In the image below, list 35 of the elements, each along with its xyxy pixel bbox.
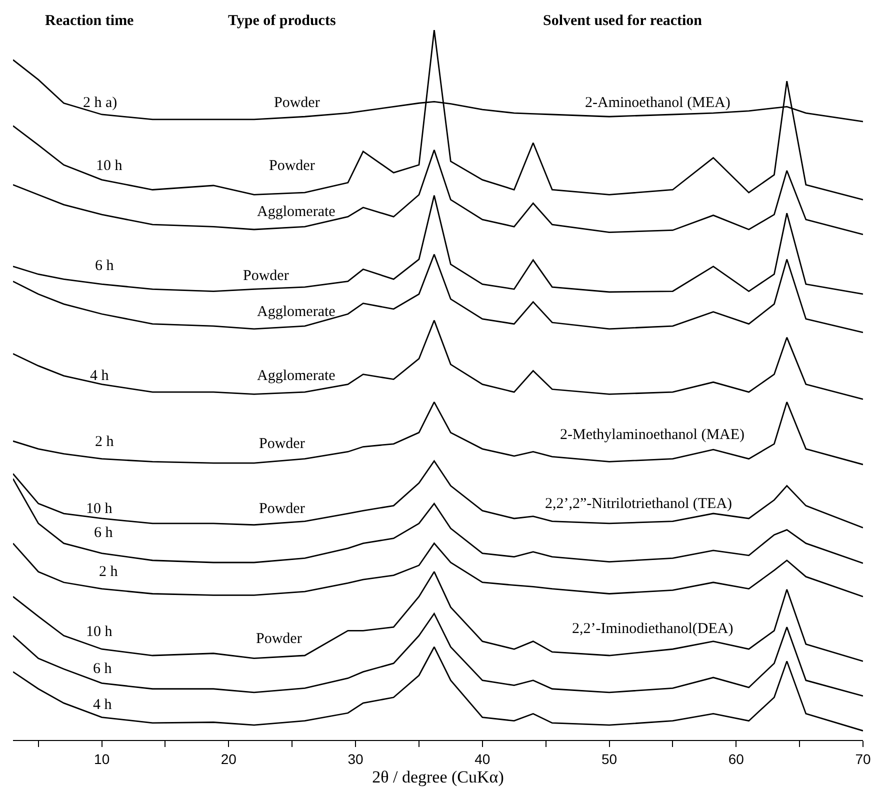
annotation: 10 h	[86, 624, 113, 640]
annotation: Powder	[243, 268, 289, 284]
x-tick-label: 50	[601, 750, 618, 767]
annotation: 2 h	[95, 434, 114, 450]
annotation: 6 h	[93, 661, 112, 677]
annotation: 10 h	[86, 501, 113, 517]
annotation: 6 h	[94, 525, 114, 541]
x-tick-label: 20	[220, 750, 237, 767]
annotation: 4 h	[93, 697, 112, 713]
annotation: Powder	[259, 501, 305, 517]
annotation: Powder	[256, 631, 302, 647]
x-tick-label: 10	[94, 750, 110, 767]
x-tick-label: 70	[855, 750, 871, 767]
annotation: Agglomerate	[257, 304, 336, 320]
annotation: Powder	[269, 158, 315, 174]
x-axis-title: 2θ / degree (CuKα)	[372, 767, 504, 786]
x-tick-label: 40	[474, 750, 490, 767]
annotation: 2,2’-Iminodiethanol(DEA)	[572, 621, 734, 637]
annotation: Powder	[274, 95, 320, 111]
annotation: 10 h	[96, 158, 123, 174]
x-tick-label: 60	[728, 750, 744, 767]
text: Type of products	[228, 13, 336, 29]
annotation: 2 h a)	[83, 95, 118, 111]
annotation: Agglomerate	[257, 368, 336, 384]
annotation: 6 h	[95, 258, 114, 274]
annotation: Powder	[259, 436, 305, 452]
text: Solvent used for reaction	[543, 13, 703, 29]
annotation: 2 h	[99, 564, 118, 580]
annotation: 2,2’,2”-Nitrilotriethanol (TEA)	[545, 496, 732, 512]
annotation: Agglomerate	[257, 204, 336, 220]
annotation: 2-Methylaminoethanol (MAE)	[560, 427, 745, 443]
x-tick-label: 30	[348, 750, 364, 767]
annotation: 4 h	[90, 368, 110, 384]
annotation: 2-Aminoethanol (MEA)	[585, 95, 730, 111]
text: Reaction time	[45, 13, 134, 29]
